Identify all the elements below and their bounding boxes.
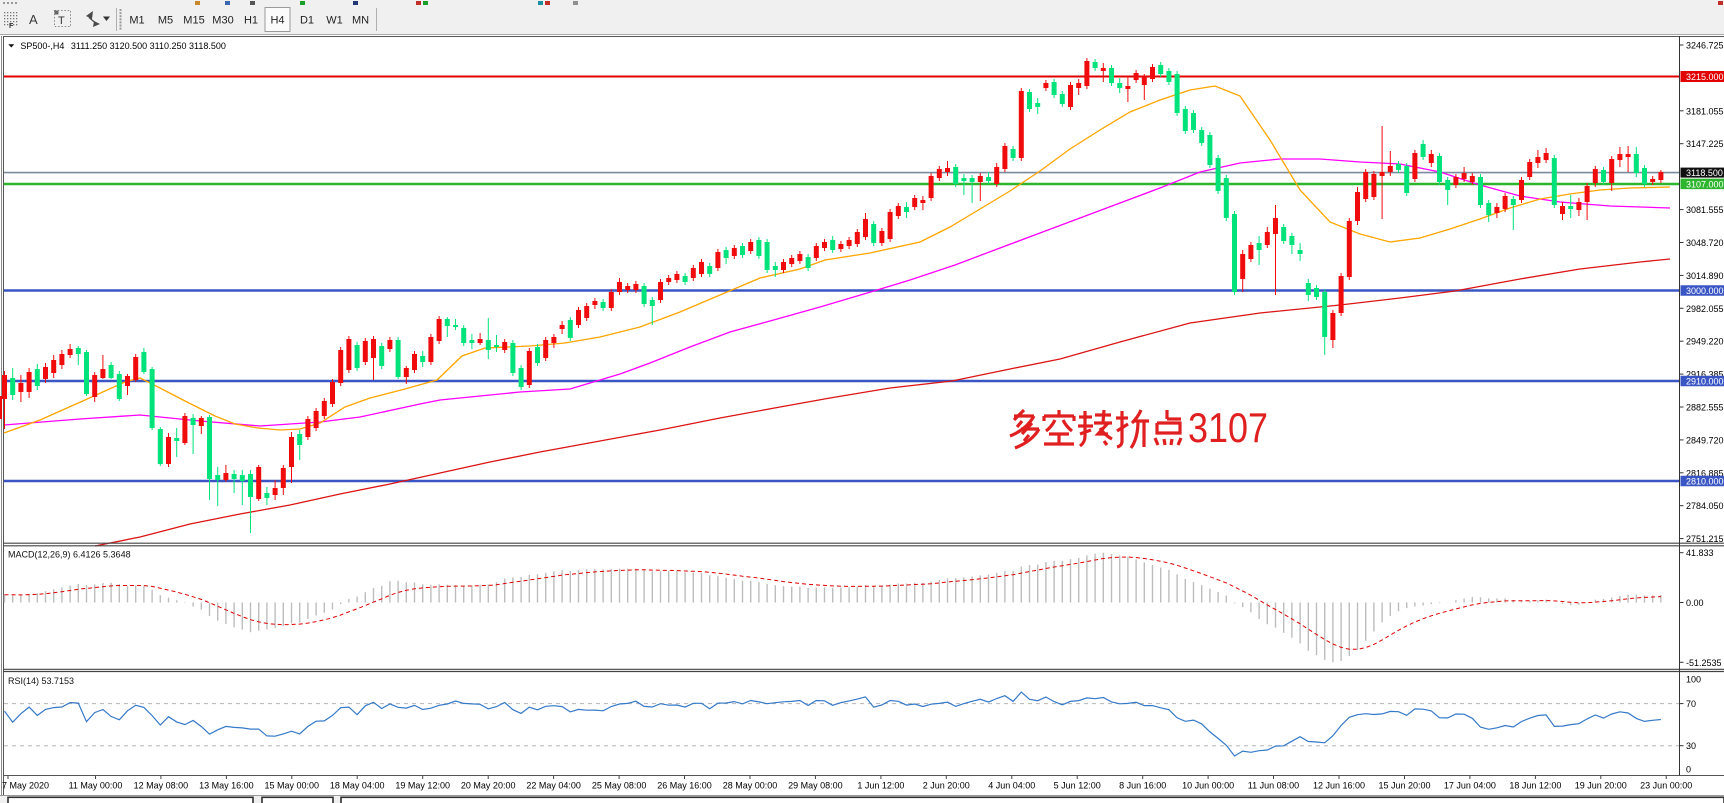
svg-text:12 Jun 16:00: 12 Jun 16:00: [1313, 781, 1365, 791]
svg-text:RSI(14) 53.7153: RSI(14) 53.7153: [8, 676, 74, 686]
svg-text:2751.215: 2751.215: [1686, 534, 1724, 544]
svg-text:23 Jun 00:00: 23 Jun 00:00: [1640, 781, 1692, 791]
svg-text:12 May 08:00: 12 May 08:00: [134, 781, 189, 791]
svg-text:19 Jun 20:00: 19 Jun 20:00: [1575, 781, 1627, 791]
svg-text:41.833: 41.833: [1686, 548, 1714, 558]
svg-text:5 Jun 12:00: 5 Jun 12:00: [1054, 781, 1101, 791]
svg-text:3000.000: 3000.000: [1686, 286, 1724, 296]
svg-text:3014.890: 3014.890: [1686, 271, 1724, 281]
svg-text:-51.2535: -51.2535: [1686, 658, 1722, 668]
svg-text:M15: M15: [183, 15, 204, 27]
svg-text:3181.055: 3181.055: [1686, 106, 1724, 116]
svg-text:13 May 16:00: 13 May 16:00: [199, 781, 254, 791]
svg-text:19 May 12:00: 19 May 12:00: [395, 781, 450, 791]
svg-text:T: T: [58, 15, 65, 27]
svg-text:2849.720: 2849.720: [1686, 435, 1724, 445]
svg-text:3118.500: 3118.500: [1686, 168, 1723, 178]
svg-text:3107.000: 3107.000: [1686, 179, 1724, 189]
svg-text:H1: H1: [244, 15, 258, 27]
svg-text:4 Jun 04:00: 4 Jun 04:00: [988, 781, 1035, 791]
svg-text:2949.220: 2949.220: [1686, 337, 1724, 347]
svg-text:70: 70: [1686, 699, 1696, 709]
svg-text:3107: 3107: [1188, 404, 1268, 451]
svg-text:MN: MN: [352, 15, 369, 27]
svg-text:29 May 08:00: 29 May 08:00: [788, 781, 843, 791]
svg-text:M1: M1: [129, 15, 144, 27]
svg-text:MACD(12,26,9) 6.4126 5.3648: MACD(12,26,9) 6.4126 5.3648: [8, 550, 131, 560]
svg-text:18 Jun 12:00: 18 Jun 12:00: [1509, 781, 1561, 791]
svg-text:28 May 00:00: 28 May 00:00: [723, 781, 778, 791]
svg-text:A: A: [29, 12, 38, 27]
svg-text:15 Jun 20:00: 15 Jun 20:00: [1378, 781, 1430, 791]
svg-text:22 May 04:00: 22 May 04:00: [526, 781, 581, 791]
svg-text:3048.720: 3048.720: [1686, 238, 1724, 248]
svg-text:7 May 2020: 7 May 2020: [2, 781, 49, 791]
svg-text:20 May 20:00: 20 May 20:00: [461, 781, 516, 791]
svg-text:17 Jun 04:00: 17 Jun 04:00: [1444, 781, 1496, 791]
svg-text:30: 30: [1686, 741, 1696, 751]
svg-text:26 May 16:00: 26 May 16:00: [657, 781, 712, 791]
svg-text:3111.250 3120.500 3110.250 311: 3111.250 3120.500 3110.250 3118.500: [71, 41, 226, 51]
svg-text:3081.555: 3081.555: [1686, 205, 1724, 215]
svg-text:25 May 08:00: 25 May 08:00: [592, 781, 647, 791]
svg-text:11 May 00:00: 11 May 00:00: [69, 781, 123, 791]
svg-text:H4: H4: [270, 15, 284, 27]
svg-text:2816.885: 2816.885: [1686, 468, 1724, 478]
svg-text:2916.385: 2916.385: [1686, 370, 1724, 380]
svg-text:M30: M30: [212, 15, 233, 27]
svg-text:2 Jun 20:00: 2 Jun 20:00: [923, 781, 970, 791]
svg-text:3246.725: 3246.725: [1686, 41, 1724, 51]
svg-text:F: F: [9, 23, 14, 30]
svg-text:M5: M5: [158, 15, 173, 27]
svg-text:11 Jun 08:00: 11 Jun 08:00: [1248, 781, 1299, 791]
svg-text:2810.000: 2810.000: [1686, 477, 1724, 487]
svg-text:1 Jun 12:00: 1 Jun 12:00: [857, 781, 904, 791]
svg-text:18 May 04:00: 18 May 04:00: [330, 781, 385, 791]
svg-text:0: 0: [1686, 764, 1691, 774]
svg-text:100: 100: [1686, 675, 1701, 685]
svg-text:2982.055: 2982.055: [1686, 304, 1724, 314]
svg-text:3215.000: 3215.000: [1686, 72, 1724, 82]
svg-text:0.00: 0.00: [1686, 598, 1704, 608]
svg-text:SP500-,H4: SP500-,H4: [20, 41, 64, 51]
svg-text:2882.555: 2882.555: [1686, 403, 1724, 413]
svg-text:15 May 00:00: 15 May 00:00: [265, 781, 320, 791]
svg-text:3147.225: 3147.225: [1686, 139, 1724, 149]
svg-text:W1: W1: [326, 15, 343, 27]
svg-text:10 Jun 00:00: 10 Jun 00:00: [1182, 781, 1234, 791]
svg-text:2910.000: 2910.000: [1686, 377, 1724, 387]
svg-text:2784.050: 2784.050: [1686, 501, 1724, 511]
svg-text:D1: D1: [300, 15, 314, 27]
svg-text:8 Jun 16:00: 8 Jun 16:00: [1119, 781, 1166, 791]
